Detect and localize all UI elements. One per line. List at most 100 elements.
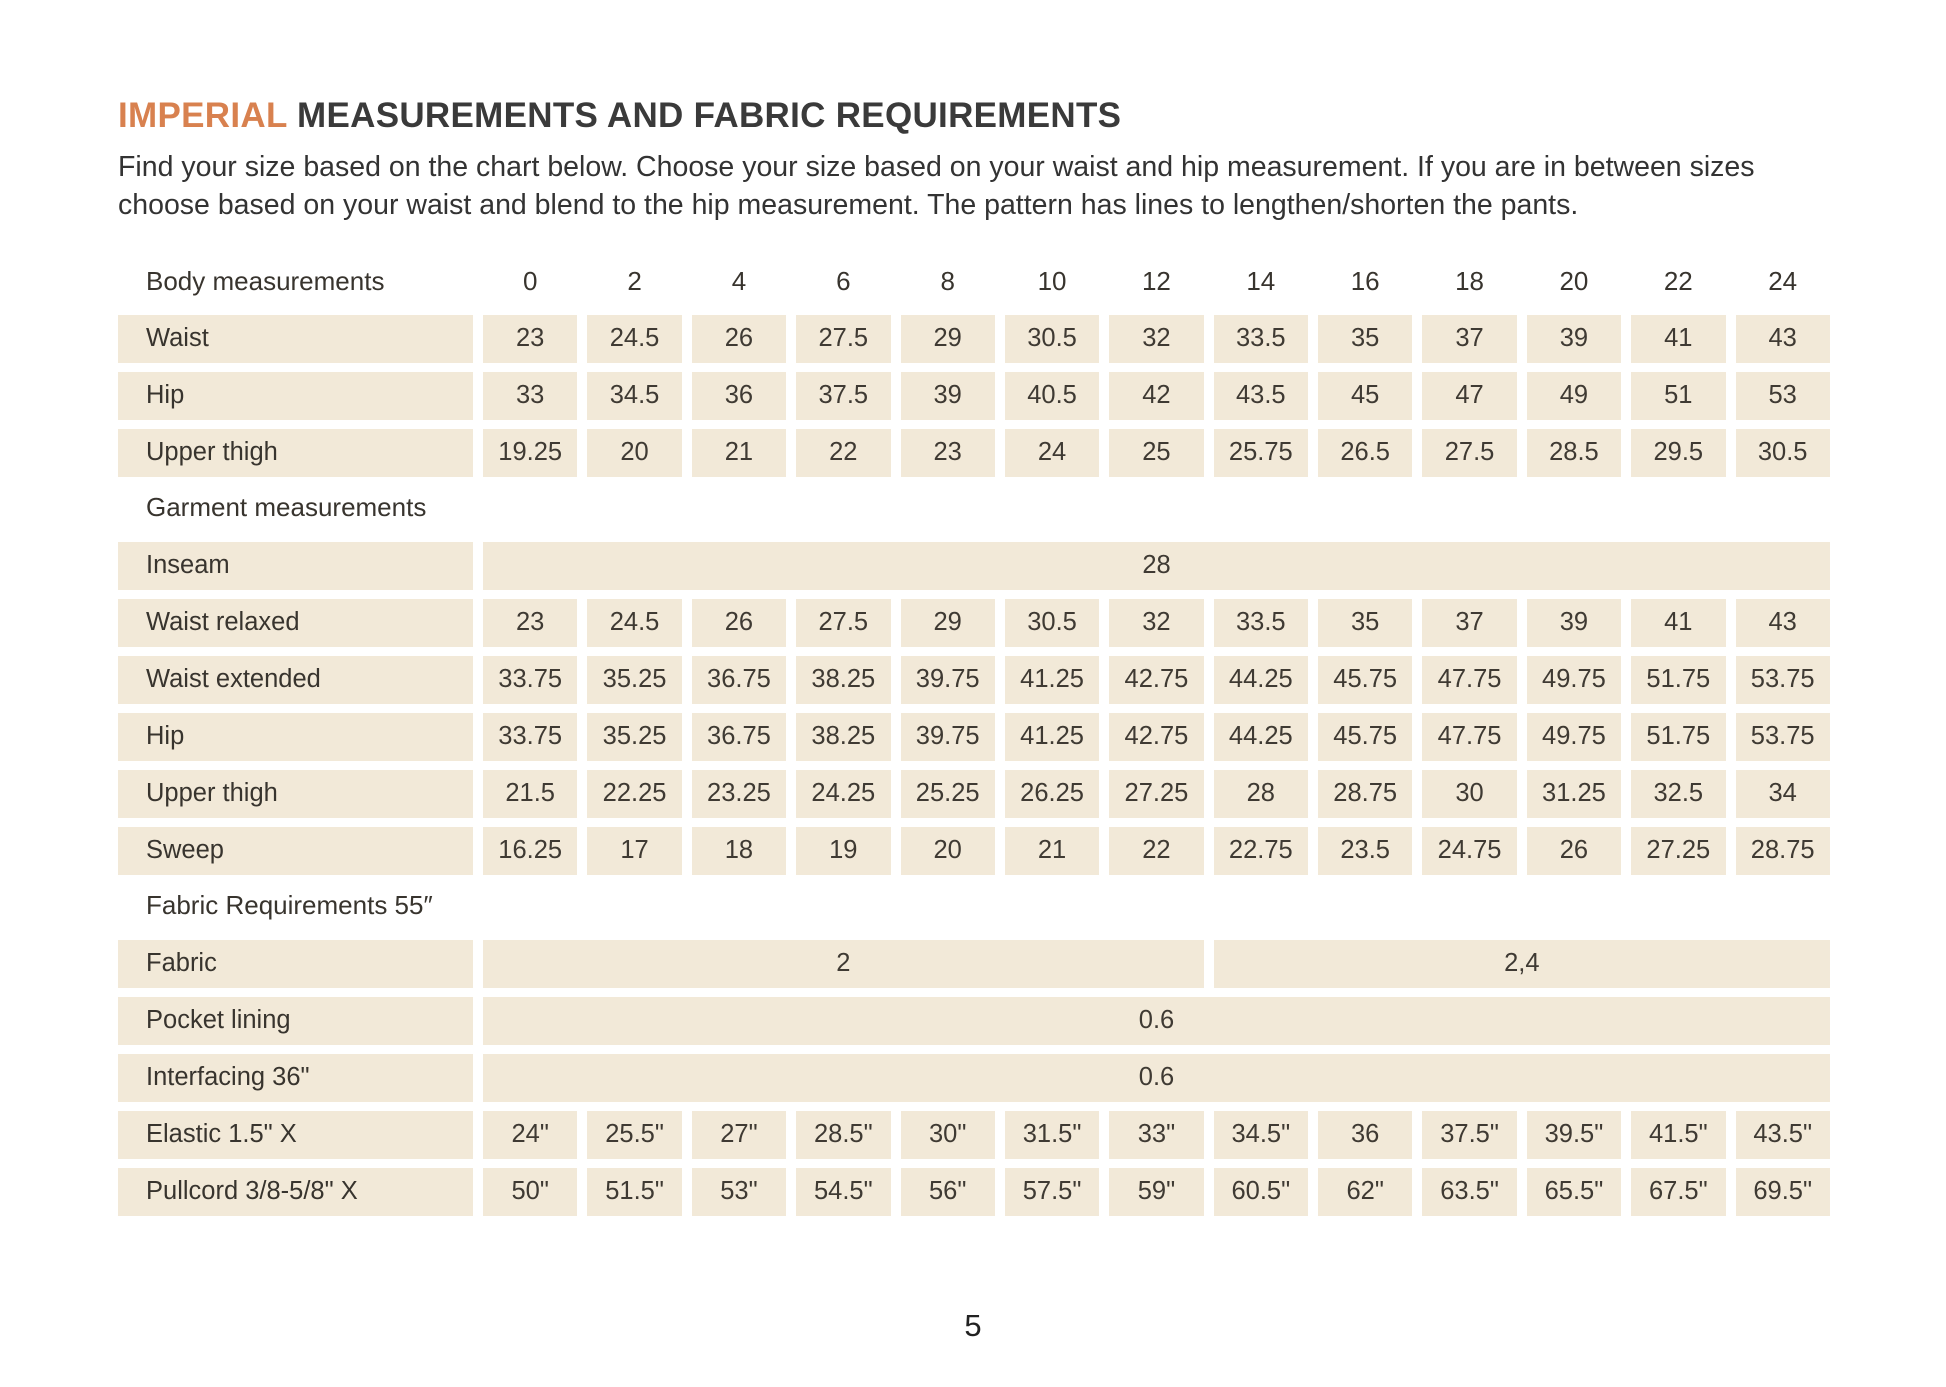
table-cell: 41 [1631,598,1726,647]
size-header: 8 [940,266,955,297]
table-cell: 22 [1109,826,1204,875]
table-cell: 24.5 [587,598,682,647]
row-label: Waist [118,314,473,363]
table-cell: 32.5 [1631,769,1726,818]
table-cell: 30.5 [1004,598,1100,647]
table-cell: 43 [1735,314,1830,363]
table-cell: 37 [1422,314,1517,363]
table-cell: 33.5 [1213,598,1308,647]
section-label: Body measurements [146,266,385,297]
table-cell: 38.25 [796,712,891,761]
table-row: Interfacing 36" 0.6 [118,1053,1830,1102]
table-cell: 20 [587,428,682,477]
table-cell: 25.25 [900,769,995,818]
table-row: Pullcord 3/8-5/8" X 50" 51.5" 53" 54.5" 56" 57… [118,1167,1830,1216]
table-cell: 39.75 [900,712,995,761]
table-cell: 41.25 [1004,655,1100,704]
size-header: 4 [731,266,747,297]
row-label: Fabric [118,939,473,988]
table-cell: 35 [1318,598,1413,647]
table-cell: 23 [483,598,578,647]
table-cell: 26.25 [1004,769,1100,818]
table-cell: 23.25 [691,769,787,818]
table-cell: 34.5" [1213,1110,1308,1159]
table-cell: 45.75 [1318,712,1413,761]
table-cell: 31.5" [1004,1110,1100,1159]
table-cell: 22.75 [1213,826,1308,875]
table-cell: 35 [1318,314,1413,363]
row-label: Interfacing 36" [118,1053,473,1102]
table-cell: 29 [900,314,995,363]
table-cell: 31.25 [1526,769,1622,818]
table-cell: 17 [587,826,682,875]
row-label: Hip [118,371,473,420]
row-cells: 0.6 [483,996,1830,1045]
table-cell: 33.5 [1213,314,1308,363]
table-cell: 47.75 [1422,712,1517,761]
table-row: Sweep 16.25 17 18 19 20 21 22 22.75 23.5 24.75 26 27… [118,826,1830,875]
table-cell: 2,4 [1213,939,1830,988]
row-cells: 50" 51.5" 53" 54.5" 56" 57.5" 59" 60.5" 62" 63.5"… [483,1167,1830,1216]
table-cell: 23 [900,428,995,477]
table-cell: 43.5" [1735,1110,1830,1159]
table-cell: 25.5" [587,1110,682,1159]
row-cells: 33.75 35.25 36.75 38.25 39.75 41.25 42.75 44.25… [483,712,1830,761]
table-cell: 36 [1318,1110,1413,1159]
table-cell: 41 [1631,314,1726,363]
table-cell: 49.75 [1526,712,1622,761]
size-header: 14 [1246,266,1276,297]
table-cell: 32 [1109,598,1204,647]
table-cell: 33.75 [483,712,578,761]
table-row: Waist relaxed 23 24.5 26 27.5 29 30.5 32 33.5 35 3… [118,598,1830,647]
table-cell: 44.25 [1213,712,1308,761]
table-cell: 56" [900,1167,995,1216]
table-cell: 51.5" [587,1167,682,1216]
table-cell: 28 [483,541,1830,590]
table-cell: 34.5 [587,371,682,420]
row-cells: 23 24.5 26 27.5 29 30.5 32 33.5 35 37 39 41 43 [483,314,1830,363]
table-cell: 53.75 [1735,712,1830,761]
table-cell: 43.5 [1213,371,1308,420]
table-cell: 53 [1735,371,1830,420]
table-cell: 26 [691,314,787,363]
table-cell: 28.5 [1526,428,1622,477]
table-cell: 30" [900,1110,995,1159]
table-cell: 24.75 [1422,826,1517,875]
row-cells: 23 24.5 26 27.5 29 30.5 32 33.5 35 37 39 41 43 [483,598,1830,647]
size-header: 6 [836,266,851,297]
row-label: Upper thigh [118,769,473,818]
table-cell: 41.5" [1631,1110,1726,1159]
table-cell: 27.25 [1631,826,1726,875]
table-row: Pocket lining 0.6 [118,996,1830,1045]
table-cell: 51.75 [1631,655,1726,704]
row-label: Pocket lining [118,996,473,1045]
table-cell: 47 [1422,371,1517,420]
size-header-cells: 0 2 4 6 8 10 12 14 16 18 20 22 24 [483,266,1830,297]
section-label: Fabric Requirements 55″ [146,890,433,921]
title-rest: MEASUREMENTS AND FABRIC REQUIREMENTS [297,96,1122,135]
row-cells: 33 34.5 36 37.5 39 40.5 42 43.5 45 47 49 51 53 [483,371,1830,420]
table-cell: 18 [691,826,787,875]
table-cell: 60.5" [1213,1167,1308,1216]
table-cell: 25 [1109,428,1204,477]
table-cell: 65.5" [1526,1167,1622,1216]
table-cell: 37.5 [796,371,891,420]
table-cell: 27.5 [796,598,891,647]
table-cell: 63.5" [1422,1167,1517,1216]
table-cell: 16.25 [483,826,578,875]
table-cell: 24.25 [796,769,891,818]
table-cell: 39.75 [900,655,995,704]
row-cells: 2 2,4 [483,939,1830,988]
table-header-row: Body measurements 0 2 4 6 8 10 12 14 16 18 20 22 24 [118,259,1830,305]
table-cell: 36.75 [691,655,787,704]
table-cell: 26 [1526,826,1622,875]
table-cell: 39 [900,371,995,420]
page-number: 5 [964,1308,982,1343]
table-cell: 28.75 [1735,826,1830,875]
table-cell: 28.75 [1318,769,1413,818]
table-cell: 21.5 [483,769,578,818]
table-cell: 27.5 [1422,428,1517,477]
size-chart-table: Body measurements 0 2 4 6 8 10 12 14 16 18 20 22 24 Wa… [118,259,1830,1216]
table-cell: 36.75 [691,712,787,761]
table-cell: 45.75 [1318,655,1413,704]
